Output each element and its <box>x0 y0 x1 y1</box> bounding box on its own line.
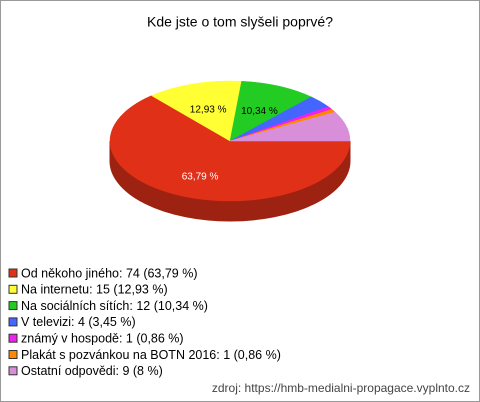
slice <box>229 81 312 142</box>
legend-swatch <box>8 366 18 376</box>
slice <box>150 80 242 142</box>
source: zdroj: https://hmb-medialni-propagace.vy… <box>212 381 470 395</box>
slice <box>229 111 351 142</box>
legend-label: Od někoho jiného: 74 (63,79 %) <box>21 266 198 280</box>
legend-swatch <box>8 301 18 311</box>
legend-swatch <box>8 333 18 343</box>
legend-swatch <box>8 317 18 327</box>
legend-swatch <box>8 268 18 278</box>
slice-label: 10,34 % <box>241 106 278 117</box>
legend-label: Ostatní odpovědi: 9 (8 %) <box>21 364 163 378</box>
chart-title: Kde jste o tom slyšeli poprvé? <box>147 14 333 30</box>
legend-swatch <box>8 284 18 294</box>
legend-label: známý v hospodě: 1 (0,86 %) <box>21 331 184 345</box>
legend-label: Plakát s pozvánkou na BOTN 2016: 1 (0,86… <box>21 348 281 362</box>
slice-label: 63,79 % <box>182 171 219 182</box>
slice <box>109 95 351 202</box>
legend-label: Na sociálních sítích: 12 (10,34 %) <box>21 299 208 313</box>
slice-label: 12,93 % <box>190 104 227 115</box>
legend-swatch <box>8 350 18 359</box>
legend-label: Na internetu: 15 (12,93 %) <box>21 283 168 297</box>
legend-label: V televizi: 4 (3,45 %) <box>21 315 136 329</box>
